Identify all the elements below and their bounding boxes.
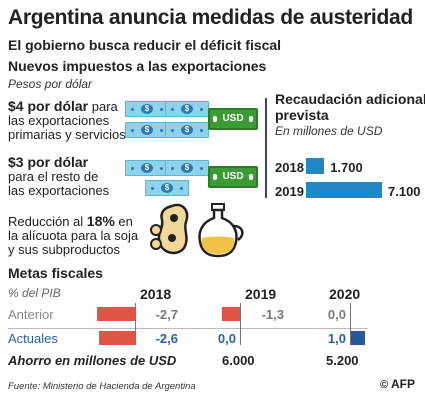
agency-name: AFP — [391, 377, 415, 391]
peso-bill-icon: $ — [145, 180, 189, 196]
revenue-bar-2019 — [306, 182, 382, 198]
fiscal-value-anterior-2018: -2,7 — [155, 307, 178, 322]
revenue-year-2018: 2018 — [275, 160, 304, 175]
fiscal-value-anterior-2020: 0,0 — [327, 307, 346, 322]
fiscal-year-2018: 2018 — [140, 286, 172, 302]
revenue-heading-line-2: prevista — [275, 107, 329, 123]
copyright-symbol: © — [380, 379, 389, 391]
revenue-bar-2018 — [306, 158, 325, 174]
page-title: Argentina anuncia medidas de austeridad — [8, 6, 413, 29]
axis-2019 — [240, 303, 241, 345]
revenue-heading-line-1: Recaudación adicional — [275, 91, 425, 107]
agency-logo: © AFP — [380, 377, 415, 391]
soy-oil-icon — [150, 203, 244, 258]
fiscal-bar-actuales-2018 — [98, 331, 135, 345]
revenue-year-2019: 2019 — [275, 184, 304, 199]
revenue-value-2019: 7.100 — [388, 184, 421, 199]
exports-unit: Pesos por dólar — [8, 77, 93, 91]
fiscal-unit: % del PIB — [8, 286, 61, 300]
axis-2020 — [350, 303, 351, 345]
tax-2-text: $3 por dólar para el resto de las export… — [8, 154, 110, 198]
revenue-unit: En millones de USD — [275, 124, 383, 138]
fiscal-value-actuales-2019: 0,0 — [217, 331, 236, 346]
axis-2018 — [135, 303, 136, 345]
peso-bill-icon: $ — [165, 122, 209, 138]
fiscal-bar-anterior-2018 — [97, 307, 135, 321]
peso-bill-icon: $ — [165, 160, 209, 176]
ahorro-value-2020: 5.200 — [326, 353, 359, 368]
exports-heading: Nuevos impuestos a las exportaciones — [8, 58, 267, 74]
fiscal-bar-anterior-2019 — [221, 307, 240, 321]
row-divider — [8, 328, 368, 329]
peso-bill-icon: $ — [125, 122, 169, 138]
tax-1-text: $4 por dólar para las exportaciones prim… — [8, 98, 126, 142]
tax-3-text: Reducción al 18% en la alícuota para la … — [8, 213, 139, 257]
tax-3-amount: 18% — [86, 213, 115, 229]
page-subtitle: El gobierno busca reducir el déficit fis… — [8, 37, 282, 53]
peso-bill-icon: $ — [125, 160, 169, 176]
usd-bill-icon: USD — [208, 108, 258, 130]
ahorro-value-2019: 6.000 — [222, 353, 255, 368]
row-label-actuales: Actuales — [8, 331, 58, 346]
tax-2-amount: $3 por dólar — [8, 154, 89, 170]
soybean-icon — [150, 203, 189, 255]
fiscal-value-anterior-2019: -1,3 — [261, 307, 284, 322]
source-note: Fuente: Ministerio de Hacienda de Argent… — [8, 381, 196, 392]
peso-bill-icon: $ — [165, 101, 209, 117]
oil-bottle-icon — [198, 203, 244, 258]
usd-bill-icon: USD — [208, 166, 258, 188]
fiscal-value-actuales-2020: 1,0 — [327, 331, 346, 346]
revenue-value-2018: 1.700 — [330, 160, 363, 175]
bracket-divider — [261, 98, 267, 198]
fiscal-bar-actuales-2020 — [351, 331, 365, 345]
fiscal-heading: Metas fiscales — [8, 265, 103, 281]
fiscal-year-2019: 2019 — [245, 286, 277, 302]
row-label-anterior: Anterior — [8, 307, 54, 322]
peso-bill-icon: $ — [125, 101, 169, 117]
fiscal-year-2020: 2020 — [329, 286, 361, 302]
ahorro-label: Ahorro en millones de USD — [8, 353, 177, 368]
tax-1-amount: $4 por dólar — [8, 98, 89, 114]
fiscal-value-actuales-2018: -2,6 — [155, 331, 178, 346]
